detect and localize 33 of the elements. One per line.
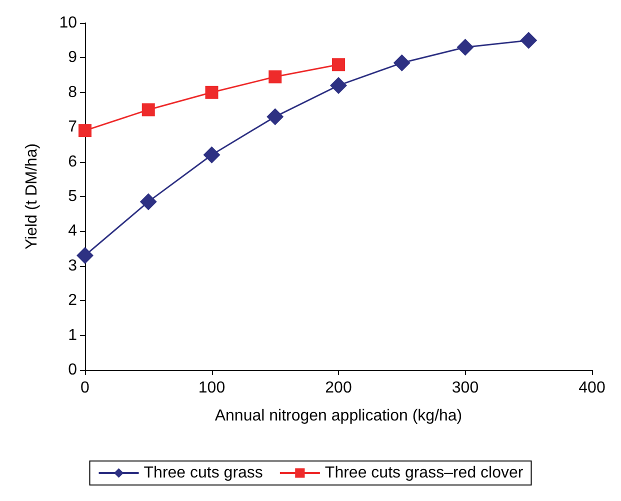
- y-tick-label: 6: [68, 153, 78, 170]
- y-tick-label: 0: [68, 362, 78, 378]
- legend-label: Three cuts grass: [144, 464, 263, 482]
- point: [268, 70, 282, 84]
- point: [520, 32, 538, 49]
- point: [266, 108, 284, 126]
- y-tick-label: 4: [68, 222, 78, 240]
- point: [456, 38, 474, 56]
- x-tick-label: 0: [80, 380, 90, 396]
- y-axis-title: Yield (t DM/ha): [24, 143, 40, 250]
- x-tick-label: 100: [198, 380, 226, 396]
- y-tick-label: 1: [68, 326, 78, 344]
- y-tick-label: 10: [59, 14, 78, 32]
- x-tick-label: 300: [452, 380, 479, 396]
- x-axis-title: Annual nitrogen application (kg/ha): [214, 408, 462, 424]
- point: [142, 103, 155, 116]
- x-tick-label: 200: [325, 380, 352, 396]
- legend-label: Three cuts grass–red clover: [324, 464, 524, 482]
- y-tick-label: 7: [68, 118, 78, 136]
- y-tick-label: 3: [68, 257, 78, 274]
- point: [76, 246, 94, 264]
- point: [203, 146, 220, 164]
- x-tick-label: 400: [578, 380, 606, 396]
- point: [332, 58, 345, 72]
- point: [140, 193, 157, 210]
- point: [205, 86, 218, 99]
- y-tick-label: 5: [68, 188, 78, 205]
- y-tick-label: 2: [68, 292, 78, 310]
- point: [78, 124, 92, 138]
- point: [330, 76, 347, 94]
- y-tick-label: 9: [68, 49, 78, 66]
- point: [393, 54, 410, 72]
- y-tick-label: 8: [68, 84, 78, 101]
